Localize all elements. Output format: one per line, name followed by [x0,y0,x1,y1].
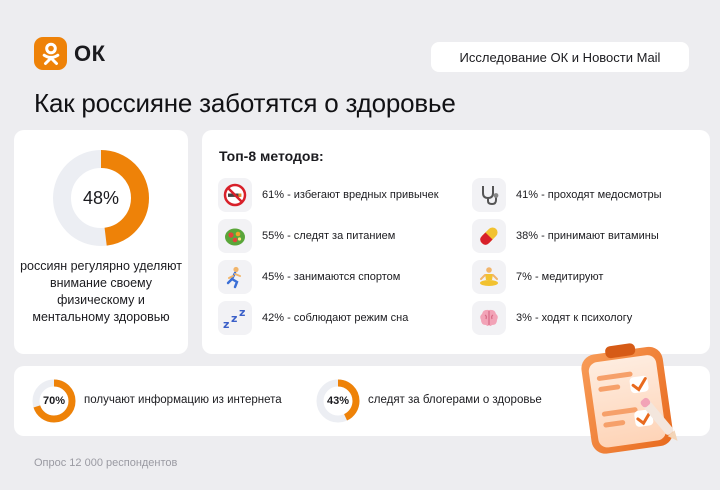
brain-icon [472,301,506,335]
pill-icon [472,219,506,253]
method-item: 55% - следят за питанием [218,219,395,253]
page-title: Как россияне заботятся о здоровье [34,88,456,118]
bloggers-donut [316,379,360,423]
clipboard-checklist-icon [581,343,678,454]
footnote: Опрос 12 000 респондентов [34,457,178,469]
logo-text: ОК [74,40,106,66]
headline-percent: 48% [82,187,120,208]
donut-value-arc [53,150,149,246]
method-label: 55% - следят за питанием [262,230,396,242]
svg-text:z: z [223,318,229,330]
method-item: 38% - принимают витамины [472,219,659,253]
internet-text: получают информацию из интернета [84,394,282,406]
runner-icon [218,260,252,294]
source-badge: Исследование ОК и Новости Mail [431,42,689,72]
salad-icon [218,219,252,253]
method-label: 38% - принимают витамины [516,230,659,242]
method-item: 41% - проходят медосмотры [472,178,662,212]
donut-value-arc [316,379,360,423]
method-label: 61% - избегают вредных привычек [262,189,439,201]
ok-logo: ОК [34,37,106,70]
method-item: 45% - занимаются спортом [218,260,400,294]
method-item: 61% - избегают вредных привычек [218,178,439,212]
ok-logo-icon [34,37,67,70]
methods-title: Топ-8 методов: [219,148,324,164]
internet-percent: 70% [42,395,66,407]
zzz-icon: z z z [218,301,252,335]
stethoscope-icon [472,178,506,212]
method-item: z z z 42% - соблюдают режим сна [218,301,408,335]
method-item: 7% - медитируют [472,260,603,294]
method-label: 7% - медитируют [516,271,604,283]
headline-card: 48% россиян регулярно уделяют внимание с… [14,130,188,354]
svg-text:z: z [231,312,237,325]
method-label: 45% - занимаются спортом [262,271,401,283]
bloggers-percent: 43% [326,395,350,407]
headline-text: россиян регулярно уделяют внимание своем… [20,259,182,324]
method-label: 41% - проходят медосмотры [516,189,662,201]
method-label: 42% - соблюдают режим сна [262,312,409,324]
bloggers-text: следят за блогерами о здоровье [368,394,542,406]
donut-value-arc [32,379,76,423]
method-item: 3% - ходят к психологу [472,301,632,335]
methods-card: Топ-8 методов: 61% - избегают вредных пр… [202,130,710,354]
internet-donut [32,379,76,423]
method-label: 3% - ходят к психологу [516,312,633,324]
meditation-icon [472,260,506,294]
svg-text:z: z [239,306,245,319]
no-smoking-icon [218,178,252,212]
headline-donut [53,150,149,246]
